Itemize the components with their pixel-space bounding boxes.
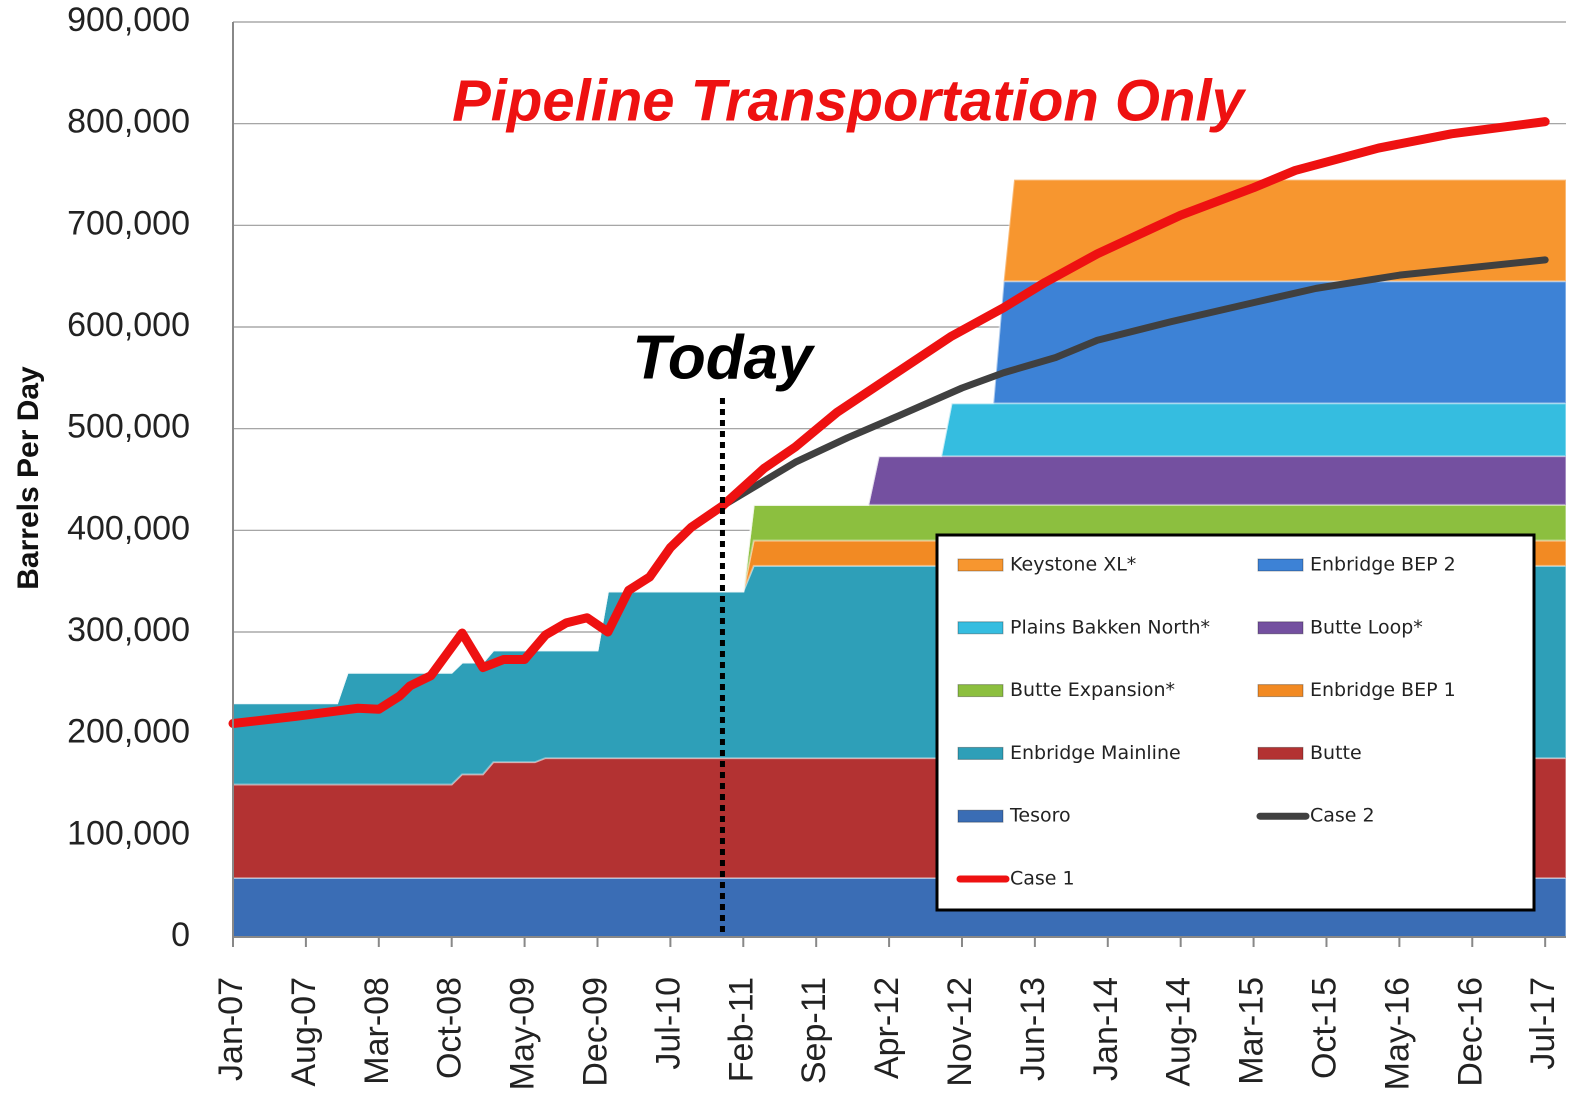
legend-swatch <box>1257 558 1304 572</box>
line <box>718 256 1549 510</box>
legend: Keystone XL* Enbridge BEP 2 Plains Bakken … <box>935 533 1536 912</box>
legend-label: Enbridge BEP 1 <box>1310 679 1456 701</box>
x-tick-label: Feb-11 <box>722 977 760 1082</box>
legend-swatch <box>957 621 1004 635</box>
x-tick-label: Jul-17 <box>1524 977 1562 1070</box>
legend-swatch <box>1257 684 1304 698</box>
legend-label: Butte <box>1310 742 1362 764</box>
y-tick-label: 700,000 <box>67 204 190 242</box>
y-tick-label: 300,000 <box>67 611 190 649</box>
y-tick-label: 100,000 <box>67 814 190 852</box>
legend-swatch <box>957 809 1004 823</box>
y-tick-label: 0 <box>171 916 190 954</box>
x-tick-label: Jul-10 <box>649 977 687 1070</box>
legend-label: Case 1 <box>1010 868 1075 890</box>
x-tick-label: May-09 <box>504 977 542 1090</box>
y-tick-label: 800,000 <box>67 103 190 141</box>
y-tick-label: 200,000 <box>67 713 190 751</box>
y-tick-label: 900,000 <box>67 1 190 39</box>
legend-label: Enbridge BEP 2 <box>1310 554 1456 576</box>
chart-title: Pipeline Transportation Only <box>452 68 1246 133</box>
x-tick-label: Sep-11 <box>795 977 833 1084</box>
y-tick-label: 500,000 <box>67 408 190 446</box>
legend-swatch <box>1257 621 1304 635</box>
legend-label: Tesoro <box>1009 805 1071 827</box>
legend-swatch <box>957 684 1004 698</box>
line <box>228 117 1550 728</box>
x-tick-label: Oct-08 <box>431 977 469 1079</box>
x-tick-label: May-16 <box>1378 977 1416 1090</box>
legend-box <box>935 533 1536 912</box>
legend-swatch <box>1257 746 1304 760</box>
legend-label: Plains Bakken North* <box>1010 616 1210 638</box>
legend-label: Case 2 <box>1310 805 1375 827</box>
axes: 0 100,000 200,000 300,000 400,000 500,000 600,… <box>67 1 1566 1090</box>
x-tick-label: Dec-16 <box>1451 977 1489 1087</box>
x-tick-label: Jan-07 <box>212 977 250 1081</box>
y-tick-label: 400,000 <box>67 509 190 547</box>
x-tick-label: Oct-15 <box>1305 977 1343 1079</box>
legend-label: Enbridge Mainline <box>1010 742 1181 764</box>
y-tick-label: 600,000 <box>67 306 190 344</box>
legend-swatch <box>957 558 1004 572</box>
x-tick-label: Dec-09 <box>576 977 614 1087</box>
x-tick-label: Mar-15 <box>1233 977 1271 1085</box>
legend-label: Keystone XL* <box>1010 554 1136 576</box>
x-tick-label: Jan-14 <box>1087 977 1125 1081</box>
x-tick-label: Aug-07 <box>285 977 323 1087</box>
annotation: Today <box>632 323 816 392</box>
legend-label: Butte Loop* <box>1310 616 1423 638</box>
lines <box>228 117 1550 728</box>
legend-label: Butte Expansion* <box>1010 679 1175 701</box>
x-tick-label: Aug-14 <box>1160 977 1198 1087</box>
x-tick-label: Nov-12 <box>941 977 979 1087</box>
x-tick-label: Apr-12 <box>868 977 906 1079</box>
x-tick-label: Mar-08 <box>358 977 396 1085</box>
x-tick-label: Jun-13 <box>1014 977 1052 1081</box>
y-axis-label: Barrels Per Day <box>12 366 45 590</box>
legend-swatch <box>957 746 1004 760</box>
